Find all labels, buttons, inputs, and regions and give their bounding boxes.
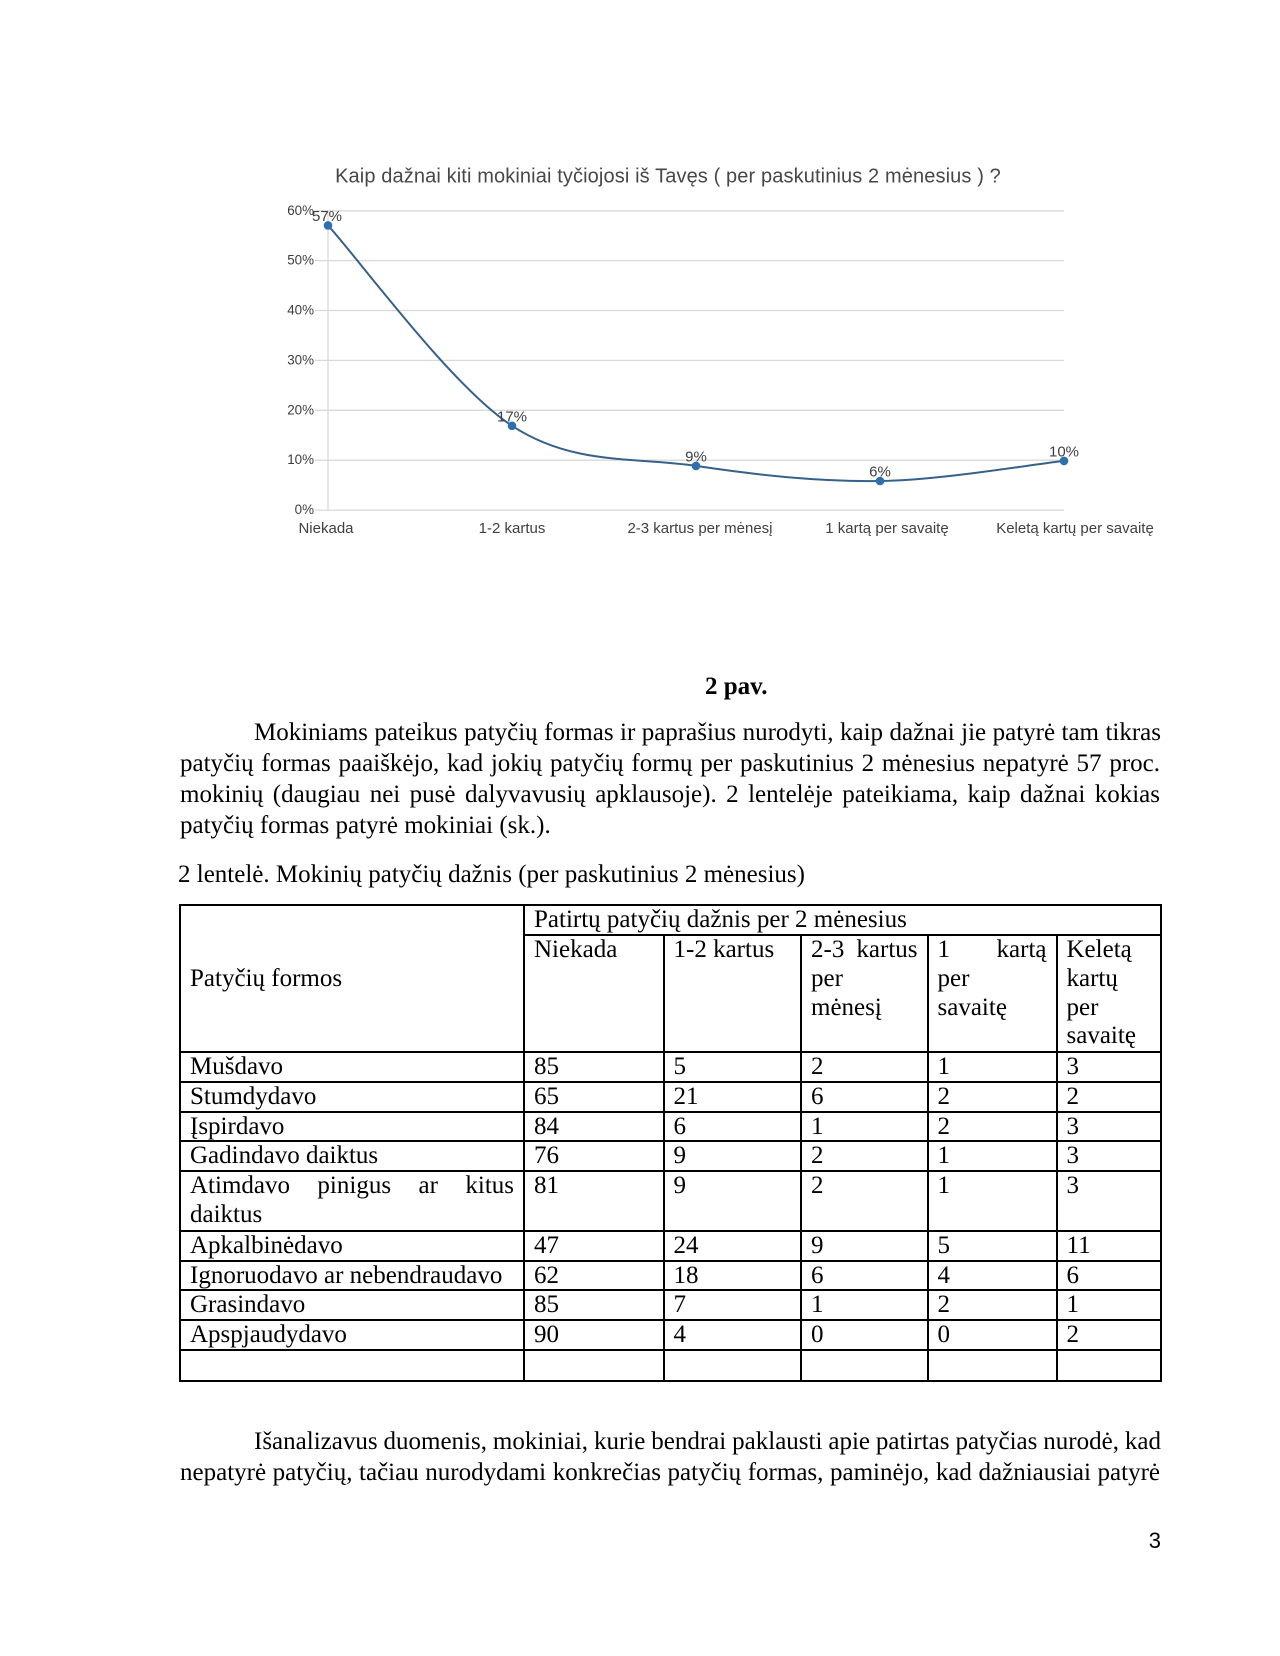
svg-text:10%: 10% <box>1049 444 1079 461</box>
svg-text:Keletą kartų per savaitę: Keletą kartų per savaitę <box>996 520 1154 537</box>
svg-text:1 kartą per savaitę: 1 kartą per savaitę <box>825 520 948 537</box>
svg-text:30%: 30% <box>287 352 314 367</box>
svg-text:40%: 40% <box>287 303 314 318</box>
svg-text:Niekada: Niekada <box>298 520 354 537</box>
svg-text:20%: 20% <box>287 402 314 417</box>
svg-text:9%: 9% <box>685 449 707 466</box>
svg-text:2-3 kartus per mėnesį: 2-3 kartus per mėnesį <box>627 520 772 537</box>
svg-text:10%: 10% <box>287 452 314 467</box>
svg-text:17%: 17% <box>497 409 527 426</box>
svg-text:Kaip dažnai kiti mokiniai tyči: Kaip dažnai kiti mokiniai tyčiojosi iš T… <box>335 166 1001 188</box>
svg-text:1-2 kartus: 1-2 kartus <box>479 520 546 537</box>
svg-text:0%: 0% <box>295 502 314 517</box>
svg-text:60%: 60% <box>287 203 314 218</box>
svg-text:50%: 50% <box>287 253 314 268</box>
svg-text:6%: 6% <box>869 464 891 481</box>
svg-text:57%: 57% <box>312 208 342 225</box>
